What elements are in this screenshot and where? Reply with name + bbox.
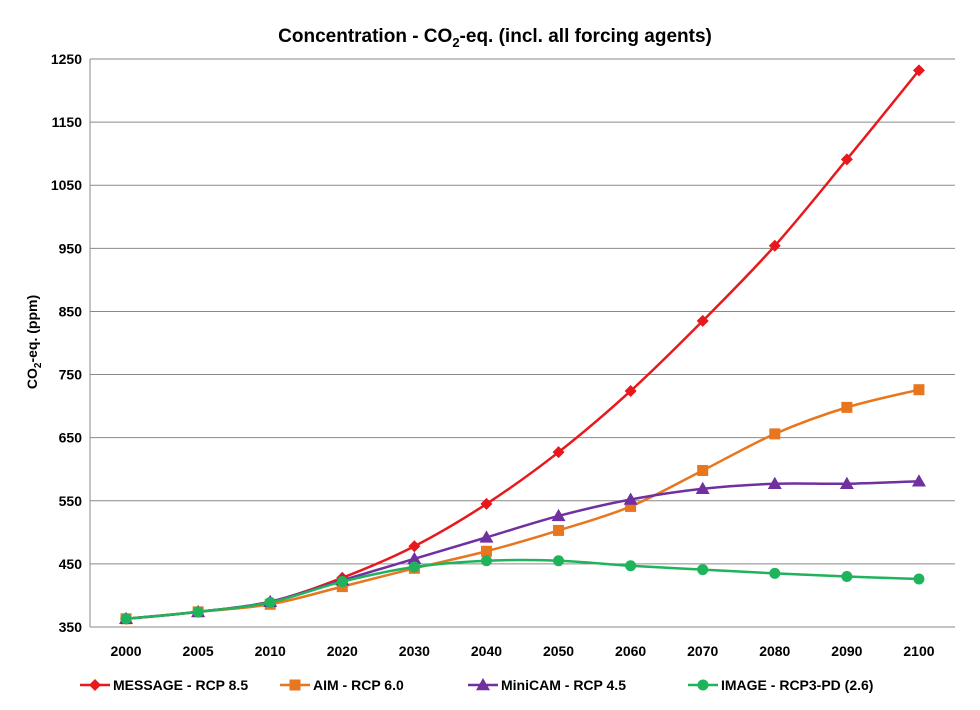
data-point	[480, 497, 493, 510]
data-point	[553, 524, 565, 536]
legend-item: IMAGE - RCP3-PD (2.6)	[688, 677, 873, 693]
y-tick-label: 1050	[51, 177, 82, 193]
data-point	[697, 564, 709, 576]
series-square	[120, 384, 925, 625]
data-point	[553, 555, 565, 567]
data-point	[768, 239, 781, 252]
legend-label: IMAGE - RCP3-PD (2.6)	[721, 677, 873, 693]
x-tick-label: 2020	[327, 643, 358, 659]
legend-item: MESSAGE - RCP 8.5	[80, 677, 248, 693]
legend-label: MiniCAM - RCP 4.5	[501, 677, 626, 693]
legend-item: AIM - RCP 6.0	[280, 677, 404, 693]
data-point	[192, 606, 204, 618]
series-group	[119, 64, 926, 625]
y-tick-label: 950	[59, 240, 83, 256]
legend-label: MESSAGE - RCP 8.5	[113, 677, 248, 693]
y-tick-label: 550	[59, 493, 83, 509]
data-point	[696, 314, 709, 327]
data-point	[479, 530, 494, 543]
legend-marker	[89, 679, 101, 691]
y-tick-label: 450	[59, 556, 83, 572]
data-point	[625, 560, 637, 572]
y-tick-label: 1150	[52, 114, 83, 130]
data-point	[839, 476, 854, 489]
legend-marker	[289, 679, 301, 691]
data-point	[913, 384, 925, 396]
x-tick-label: 2080	[759, 643, 790, 659]
data-point	[767, 476, 782, 489]
data-point	[912, 64, 925, 77]
y-tick-label: 350	[59, 619, 83, 635]
y-tick-label: 850	[59, 303, 83, 319]
x-tick-label: 2040	[471, 643, 502, 659]
x-tick-label: 2005	[183, 643, 214, 659]
data-point	[697, 464, 709, 476]
data-point	[911, 474, 926, 487]
data-point	[841, 571, 853, 583]
legend-marker	[476, 678, 490, 691]
data-point	[264, 596, 276, 608]
series-line	[125, 479, 920, 621]
y-tick-label: 650	[59, 430, 83, 446]
y-axis-label: CO2-eq. (ppm)	[24, 295, 44, 389]
data-point	[336, 576, 348, 588]
x-tick-label: 2070	[687, 643, 718, 659]
data-point	[913, 573, 925, 585]
data-point	[840, 153, 853, 166]
data-point	[551, 508, 566, 522]
legend-label: AIM - RCP 6.0	[313, 677, 404, 693]
x-tick-label: 2090	[831, 643, 862, 659]
data-point	[120, 613, 132, 625]
y-axis: 350 450 550 650 750 850 950 1050 1150 1250	[51, 51, 82, 635]
grid	[89, 58, 955, 628]
y-tick-label: 1250	[51, 51, 82, 67]
data-point	[407, 551, 422, 565]
x-tick-label: 2000	[110, 643, 141, 659]
chart-title: Concentration - CO2-eq. (incl. all forci…	[278, 26, 712, 50]
data-point	[624, 384, 637, 397]
legend-item: MiniCAM - RCP 4.5	[468, 677, 626, 693]
x-tick-label: 2030	[399, 643, 430, 659]
data-point	[480, 545, 492, 557]
data-point	[408, 540, 421, 553]
data-point	[769, 428, 781, 440]
x-tick-label: 2060	[615, 643, 646, 659]
data-point	[841, 401, 853, 413]
data-point	[552, 446, 565, 459]
legend-marker	[697, 679, 709, 691]
series-line	[125, 388, 920, 621]
series-line	[125, 558, 920, 621]
series-circle	[120, 555, 925, 625]
data-point	[480, 555, 492, 567]
data-point	[408, 561, 420, 573]
series-line	[125, 69, 920, 621]
data-point	[695, 481, 710, 495]
x-tick-label: 2010	[255, 643, 286, 659]
legend: MESSAGE - RCP 8.5 AIM - RCP 6.0 MiniCAM - …	[80, 677, 873, 693]
x-tick-label: 2050	[543, 643, 574, 659]
series-triangle	[119, 474, 926, 625]
x-axis: 2000 2005 2010 2020 2030 2040 2050 2060 2070 2080…	[110, 643, 934, 659]
y-tick-label: 750	[59, 367, 83, 383]
data-point	[769, 567, 781, 579]
x-tick-label: 2100	[903, 643, 934, 659]
data-point	[625, 500, 637, 512]
data-point	[623, 492, 638, 505]
